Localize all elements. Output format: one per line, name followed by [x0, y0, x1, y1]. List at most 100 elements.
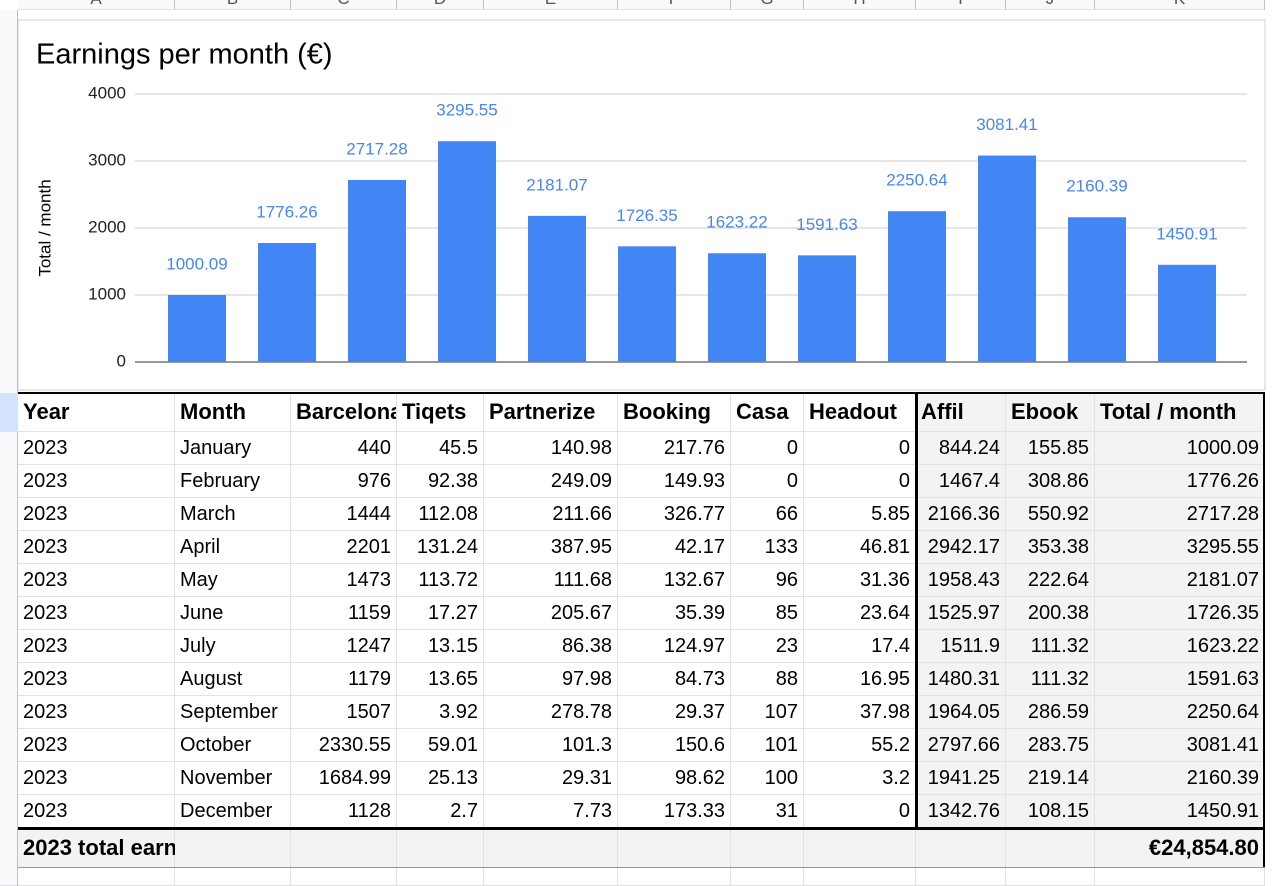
- header-cell: Year: [18, 393, 175, 432]
- table-cell: June: [175, 597, 291, 630]
- border: [1263, 393, 1265, 868]
- table-cell: 222.64: [1006, 564, 1095, 597]
- data-label: 2181.07: [526, 175, 587, 194]
- table-cell: 45.5: [397, 432, 484, 465]
- column-letter: C: [291, 0, 397, 10]
- data-label: 3081.41: [976, 115, 1037, 134]
- table-cell: 1342.76: [916, 795, 1006, 828]
- bar: [888, 211, 946, 362]
- table-cell: 113.72: [397, 564, 484, 597]
- table-cell: 3.2: [804, 762, 916, 795]
- table-cell: December: [175, 795, 291, 828]
- table-cell: 42.17: [618, 531, 731, 564]
- bar: [438, 141, 496, 362]
- data-label: 1000.09: [166, 254, 227, 273]
- table-cell: 353.38: [1006, 531, 1095, 564]
- table-cell: 66: [731, 498, 804, 531]
- header-cell: Tiqets: [397, 393, 484, 432]
- table-cell: 112.08: [397, 498, 484, 531]
- table-cell: 1591.63: [1095, 663, 1265, 696]
- table-cell: 23.64: [804, 597, 916, 630]
- table-cell: 1179: [291, 663, 397, 696]
- chart: Earnings per month (€) Total / month 0 10…: [17, 19, 1266, 391]
- table-cell: 124.97: [618, 630, 731, 663]
- empty-cell: [484, 868, 618, 886]
- data-label: 2160.39: [1066, 177, 1127, 196]
- total-cell: [804, 828, 916, 868]
- table-cell: 3.92: [397, 696, 484, 729]
- table-cell: 1000.09: [1095, 432, 1265, 465]
- table-cell: 2023: [18, 597, 175, 630]
- table-cell: 2797.66: [916, 729, 1006, 762]
- bar: [348, 179, 406, 362]
- table-cell: November: [175, 762, 291, 795]
- table-cell: 976: [291, 465, 397, 498]
- table-cell: 101: [731, 729, 804, 762]
- table-cell: August: [175, 663, 291, 696]
- table-cell: 31: [731, 795, 804, 828]
- table-cell: 140.98: [484, 432, 618, 465]
- table-cell: 23: [731, 630, 804, 663]
- table-cell: 2330.55: [291, 729, 397, 762]
- table-cell: 2023: [18, 762, 175, 795]
- total-cell: [175, 828, 291, 868]
- table-cell: 205.67: [484, 597, 618, 630]
- data-label: 1450.91: [1156, 224, 1217, 243]
- column-letter: H: [804, 0, 916, 10]
- data-label: 2717.28: [346, 139, 407, 158]
- empty-cell: [1006, 868, 1095, 886]
- table-cell: 2023: [18, 696, 175, 729]
- table-cell: 2023: [18, 564, 175, 597]
- data-label: 1726.35: [616, 206, 677, 225]
- table-cell: 0: [804, 432, 916, 465]
- table-cell: 211.66: [484, 498, 618, 531]
- table-cell: 2181.07: [1095, 564, 1265, 597]
- table-cell: 283.75: [1006, 729, 1095, 762]
- table-cell: 133: [731, 531, 804, 564]
- table-cell: 111.32: [1006, 663, 1095, 696]
- table-cell: 35.39: [618, 597, 731, 630]
- table-cell: 100: [731, 762, 804, 795]
- table-cell: 2942.17: [916, 531, 1006, 564]
- y-tick-label: 1000: [88, 284, 126, 303]
- header-cell: Ebook: [1006, 393, 1095, 432]
- table-cell: 0: [731, 432, 804, 465]
- table-cell: 111.68: [484, 564, 618, 597]
- table-cell: 92.38: [397, 465, 484, 498]
- header-cell: Partnerize: [484, 393, 618, 432]
- table-cell: 2023: [18, 795, 175, 828]
- table-cell: March: [175, 498, 291, 531]
- header-cell: Affil: [916, 393, 1006, 432]
- row-header-selected: [0, 393, 18, 432]
- table-cell: 13.65: [397, 663, 484, 696]
- table-cell: 29.37: [618, 696, 731, 729]
- table-cell: 1507: [291, 696, 397, 729]
- bar: [1158, 264, 1216, 362]
- y-tick-label: 2000: [88, 217, 126, 236]
- table-cell: 111.32: [1006, 630, 1095, 663]
- table-cell: 131.24: [397, 531, 484, 564]
- border: [18, 392, 1265, 394]
- empty-cell: [18, 868, 175, 886]
- data-label: 3295.55: [436, 101, 497, 120]
- table-cell: 96: [731, 564, 804, 597]
- column-letter: F: [618, 0, 731, 10]
- table-cell: 2717.28: [1095, 498, 1265, 531]
- table-cell: 55.2: [804, 729, 916, 762]
- header-cell: Headout: [804, 393, 916, 432]
- empty-cell: [618, 868, 731, 886]
- y-tick-label: 0: [117, 351, 126, 370]
- table-cell: 1511.9: [916, 630, 1006, 663]
- table-cell: 1623.22: [1095, 630, 1265, 663]
- table-cell: 17.4: [804, 630, 916, 663]
- table-cell: 17.27: [397, 597, 484, 630]
- table-cell: 5.85: [804, 498, 916, 531]
- table-cell: 107: [731, 696, 804, 729]
- bar: [798, 255, 856, 362]
- table-cell: 85: [731, 597, 804, 630]
- header-cell: Barcelona: [291, 393, 397, 432]
- table-cell: 46.81: [804, 531, 916, 564]
- table-cell: 1159: [291, 597, 397, 630]
- total-value: €24,854.80: [1095, 828, 1265, 868]
- table-cell: 1444: [291, 498, 397, 531]
